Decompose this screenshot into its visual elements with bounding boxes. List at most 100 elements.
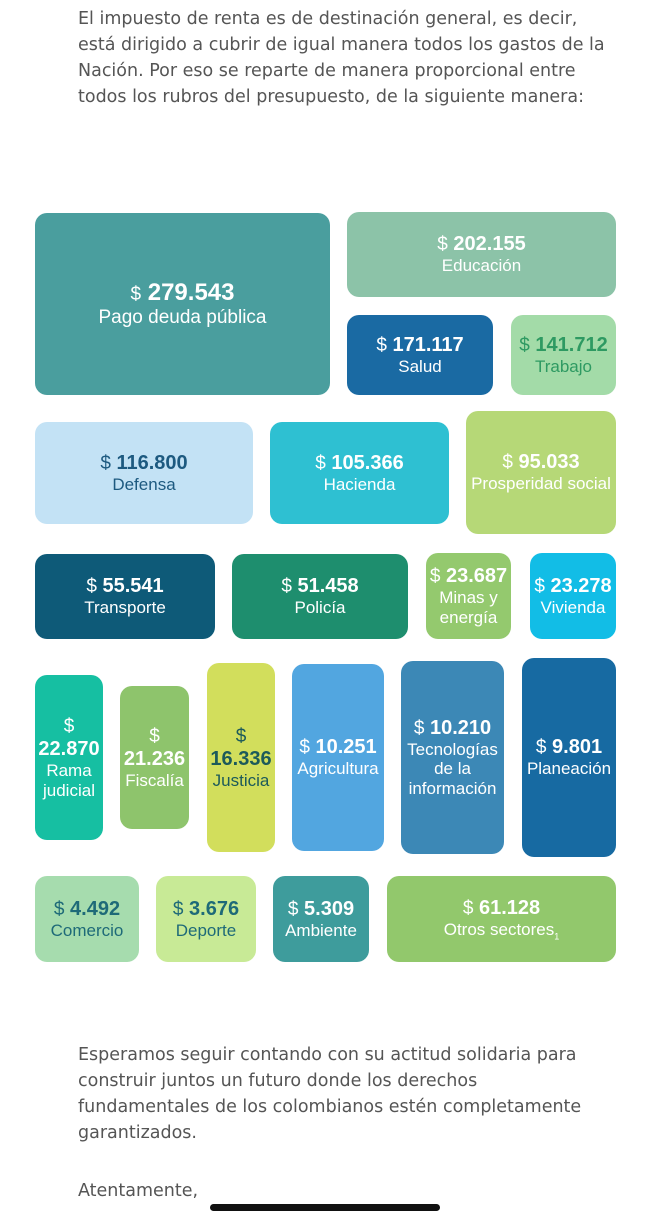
budget-tile: $ 141.712 Trabajo bbox=[511, 315, 616, 395]
amount-value: 279.543 bbox=[147, 279, 235, 307]
label-text: Pago deuda pública bbox=[98, 306, 267, 328]
currency-symbol: $ bbox=[281, 576, 292, 598]
budget-label: Salud bbox=[398, 357, 441, 377]
amount-value: 61.128 bbox=[478, 896, 541, 919]
budget-tile: $ 3.676 Deporte bbox=[156, 876, 256, 962]
budget-amount: $ 4.492 bbox=[54, 898, 120, 921]
budget-label: Agricultura bbox=[297, 759, 378, 779]
label-text: Vivienda bbox=[540, 597, 606, 617]
budget-amount: $ 10.251 bbox=[299, 736, 376, 759]
amount-value: 3.676 bbox=[189, 897, 240, 920]
amount-value: 23.687 bbox=[445, 564, 508, 587]
budget-tile: $ 55.541 Transporte bbox=[35, 554, 215, 639]
budget-tile: $ 171.117 Salud bbox=[347, 315, 493, 395]
budget-label: Educación bbox=[442, 256, 521, 276]
budget-tile: $21.236 Fiscalía bbox=[120, 686, 189, 829]
label-text: Deporte bbox=[175, 920, 237, 940]
amount-value: 5.309 bbox=[304, 897, 355, 920]
label-text: Ambiente bbox=[285, 920, 357, 940]
budget-amount: $ 279.543 bbox=[130, 279, 234, 307]
budget-label: Minas y energía bbox=[426, 588, 511, 627]
label-text: Prosperidad social bbox=[471, 474, 611, 494]
budget-amount: $ 116.800 bbox=[100, 452, 187, 475]
budget-label: Trabajo bbox=[535, 357, 592, 377]
currency-symbol: $ bbox=[63, 715, 75, 737]
budget-amount: $ 23.278 bbox=[534, 575, 611, 598]
budget-amount: $16.336 bbox=[210, 725, 271, 771]
amount-value: 171.117 bbox=[392, 333, 464, 356]
budget-tile: $ 10.210 Tecnologías de la información bbox=[401, 661, 504, 854]
amount-value: 16.336 bbox=[210, 747, 272, 770]
label-text: Hacienda bbox=[323, 474, 396, 494]
budget-amount: $ 202.155 bbox=[437, 233, 525, 256]
budget-tile: $ 9.801 Planeación bbox=[522, 658, 616, 857]
budget-tile: $ 202.155 Educación bbox=[347, 212, 616, 297]
budget-tile: $ 105.366 Hacienda bbox=[270, 422, 449, 524]
footnote-marker: 1 bbox=[554, 931, 560, 942]
label-text: Tecnologías de la información bbox=[407, 739, 498, 798]
budget-tile: $ 23.687 Minas y energía bbox=[426, 553, 511, 639]
label-text: Rama judicial bbox=[43, 760, 95, 800]
currency-symbol: $ bbox=[413, 717, 425, 739]
budget-amount: $ 95.033 bbox=[502, 451, 579, 474]
label-text: Minas y energía bbox=[439, 587, 498, 627]
budget-tile: $ 10.251 Agricultura bbox=[292, 664, 384, 851]
budget-amount: $ 105.366 bbox=[315, 452, 403, 475]
label-text: Transporte bbox=[84, 598, 166, 618]
budget-label: Vivienda bbox=[541, 598, 606, 618]
label-text: Otros sectores bbox=[443, 919, 555, 939]
currency-symbol: $ bbox=[287, 898, 299, 920]
budget-tile: $22.870 Rama judicial bbox=[35, 675, 103, 840]
currency-symbol: $ bbox=[534, 575, 545, 597]
currency-symbol: $ bbox=[502, 452, 513, 474]
amount-value: 116.800 bbox=[116, 451, 188, 474]
budget-amount: $ 171.117 bbox=[376, 334, 463, 357]
budget-label: Pago deuda pública bbox=[99, 307, 267, 329]
budget-tile: $16.336 Justicia bbox=[207, 663, 275, 852]
amount-value: 202.155 bbox=[453, 233, 526, 256]
budget-amount: $ 9.801 bbox=[536, 736, 602, 759]
budget-tile: $ 51.458 Policía bbox=[232, 554, 408, 639]
budget-amount: $21.236 bbox=[124, 725, 185, 771]
label-text: Justicia bbox=[212, 770, 270, 790]
budget-amount: $ 141.712 bbox=[519, 334, 607, 357]
budget-label: Fiscalía bbox=[125, 771, 184, 791]
home-indicator[interactable] bbox=[210, 1204, 440, 1211]
amount-value: 51.458 bbox=[297, 575, 359, 598]
amount-value: 10.210 bbox=[429, 716, 492, 739]
budget-amount: $22.870 bbox=[38, 715, 99, 761]
budget-tile: $ 23.278 Vivienda bbox=[530, 553, 616, 639]
budget-amount: $ 10.210 bbox=[414, 717, 491, 740]
amount-value: 141.712 bbox=[535, 333, 608, 356]
budget-tile: $ 116.800 Defensa bbox=[35, 422, 253, 524]
budget-label: Hacienda bbox=[324, 475, 396, 495]
budget-amount: $ 51.458 bbox=[281, 575, 358, 598]
budget-tile: $ 95.033 Prosperidad social bbox=[466, 411, 616, 534]
budget-label: Transporte bbox=[84, 598, 166, 618]
budget-amount: $ 3.676 bbox=[173, 898, 239, 921]
amount-value: 23.278 bbox=[550, 574, 612, 597]
currency-symbol: $ bbox=[130, 284, 142, 306]
amount-value: 9.801 bbox=[552, 736, 603, 759]
label-text: Fiscalía bbox=[125, 770, 184, 790]
budget-label: Tecnologías de la información bbox=[401, 740, 504, 799]
amount-value: 21.236 bbox=[123, 747, 186, 770]
label-text: Policía bbox=[294, 598, 346, 618]
amount-value: 22.870 bbox=[38, 737, 100, 760]
currency-symbol: $ bbox=[315, 452, 326, 474]
budget-amount: $ 55.541 bbox=[86, 575, 163, 598]
currency-symbol: $ bbox=[86, 576, 97, 598]
currency-symbol: $ bbox=[235, 725, 247, 747]
amount-value: 55.541 bbox=[102, 575, 164, 598]
currency-symbol: $ bbox=[100, 452, 111, 474]
currency-symbol: $ bbox=[53, 898, 65, 920]
currency-symbol: $ bbox=[437, 234, 448, 256]
budget-amount: $ 61.128 bbox=[463, 897, 540, 920]
amount-value: 95.033 bbox=[518, 451, 580, 474]
amount-value: 105.366 bbox=[331, 451, 404, 474]
currency-symbol: $ bbox=[429, 565, 441, 587]
currency-symbol: $ bbox=[172, 898, 184, 920]
currency-symbol: $ bbox=[149, 725, 160, 747]
budget-label: Rama judicial bbox=[35, 761, 103, 800]
budget-label: Otros sectores1 bbox=[444, 920, 560, 942]
